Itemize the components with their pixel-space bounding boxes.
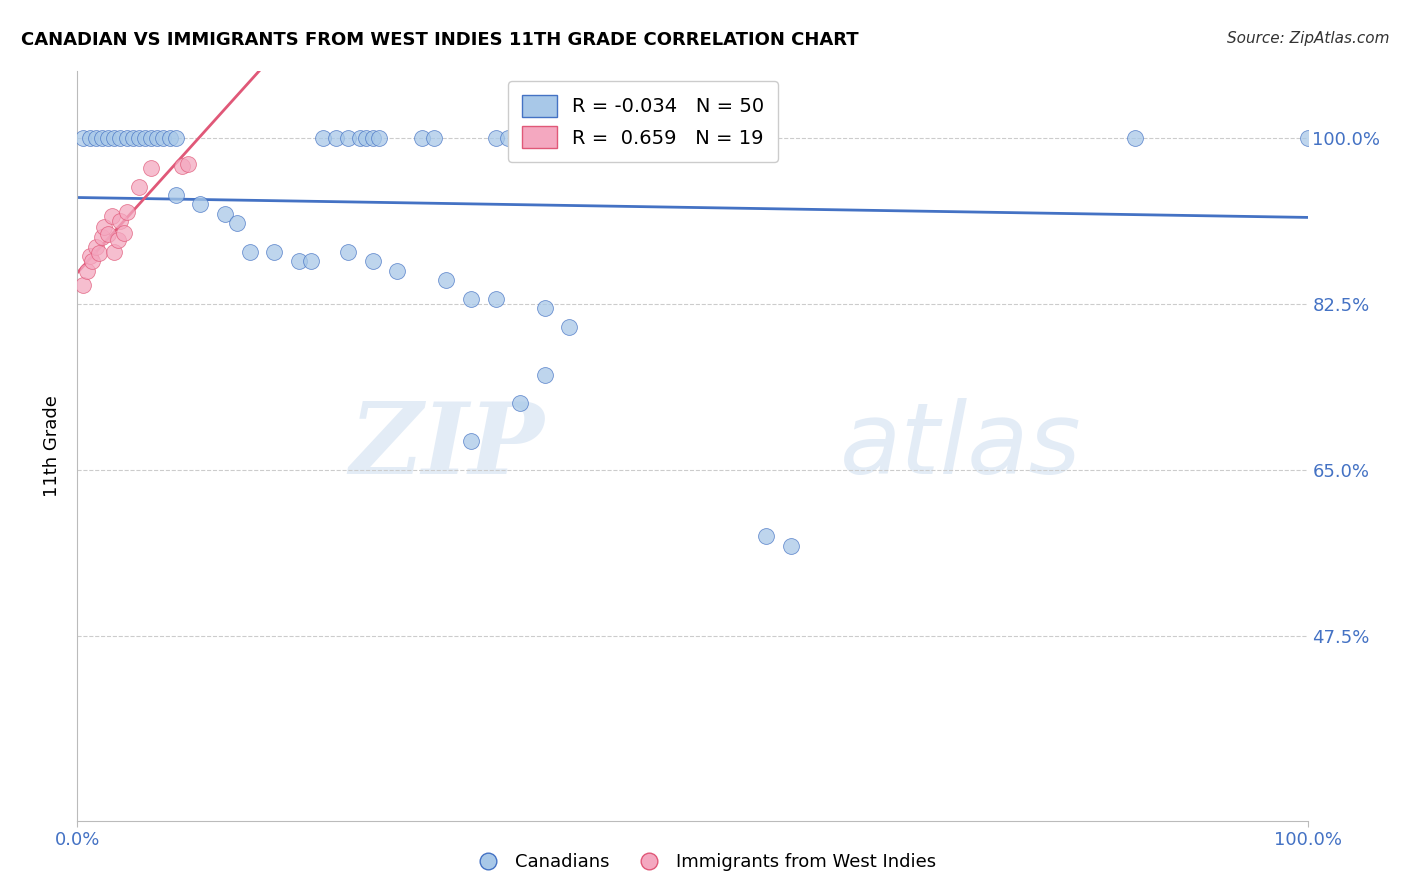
Point xyxy=(128,130,150,145)
Point xyxy=(141,161,163,175)
Point xyxy=(460,292,482,306)
Point xyxy=(356,130,378,145)
Point xyxy=(79,130,101,145)
Point xyxy=(299,254,322,268)
Point xyxy=(159,130,181,145)
Point xyxy=(170,159,193,173)
Point xyxy=(496,130,519,145)
Point xyxy=(349,130,371,145)
Point xyxy=(128,180,150,194)
Point xyxy=(780,539,803,553)
Point xyxy=(263,244,285,259)
Point xyxy=(72,277,94,292)
Point xyxy=(214,206,236,220)
Point xyxy=(485,292,508,306)
Point xyxy=(165,130,187,145)
Point xyxy=(112,226,135,240)
Point xyxy=(110,214,132,228)
Point xyxy=(1296,130,1319,145)
Legend: R = -0.034   N = 50, R =  0.659   N = 19: R = -0.034 N = 50, R = 0.659 N = 19 xyxy=(509,81,778,162)
Point xyxy=(103,130,125,145)
Text: Source: ZipAtlas.com: Source: ZipAtlas.com xyxy=(1226,31,1389,46)
Point xyxy=(509,396,531,410)
Point xyxy=(558,320,581,334)
Point xyxy=(337,130,360,145)
Point xyxy=(97,130,120,145)
Point xyxy=(76,263,98,277)
Point xyxy=(423,130,446,145)
Point xyxy=(1125,130,1147,145)
Point xyxy=(84,240,107,254)
Point xyxy=(141,130,163,145)
Point xyxy=(485,130,508,145)
Point xyxy=(134,130,156,145)
Text: ZIP: ZIP xyxy=(350,398,546,494)
Point xyxy=(361,254,384,268)
Point xyxy=(367,130,389,145)
Text: atlas: atlas xyxy=(841,398,1081,494)
Point xyxy=(177,157,200,171)
Point xyxy=(79,249,101,263)
Y-axis label: 11th Grade: 11th Grade xyxy=(44,395,62,497)
Point xyxy=(534,368,557,382)
Point xyxy=(101,209,124,223)
Point xyxy=(385,263,409,277)
Point xyxy=(325,130,347,145)
Point xyxy=(188,197,212,211)
Point xyxy=(115,130,138,145)
Point xyxy=(90,130,114,145)
Legend: Canadians, Immigrants from West Indies: Canadians, Immigrants from West Indies xyxy=(463,847,943,879)
Point xyxy=(110,130,132,145)
Point xyxy=(97,227,120,242)
Text: CANADIAN VS IMMIGRANTS FROM WEST INDIES 11TH GRADE CORRELATION CHART: CANADIAN VS IMMIGRANTS FROM WEST INDIES … xyxy=(21,31,859,49)
Point xyxy=(460,434,482,449)
Point xyxy=(226,216,249,230)
Point xyxy=(72,130,94,145)
Point xyxy=(121,130,143,145)
Point xyxy=(146,130,169,145)
Point xyxy=(90,230,114,244)
Point xyxy=(82,254,104,268)
Point xyxy=(312,130,335,145)
Point xyxy=(103,244,125,259)
Point xyxy=(107,233,129,247)
Point xyxy=(93,219,115,234)
Point xyxy=(411,130,433,145)
Point xyxy=(534,301,557,316)
Point xyxy=(239,244,262,259)
Point xyxy=(361,130,384,145)
Point xyxy=(337,244,360,259)
Point xyxy=(436,273,458,287)
Point xyxy=(288,254,311,268)
Point xyxy=(152,130,174,145)
Point xyxy=(165,187,187,202)
Point xyxy=(89,246,111,260)
Point xyxy=(755,529,778,543)
Point xyxy=(84,130,107,145)
Point xyxy=(115,204,138,219)
